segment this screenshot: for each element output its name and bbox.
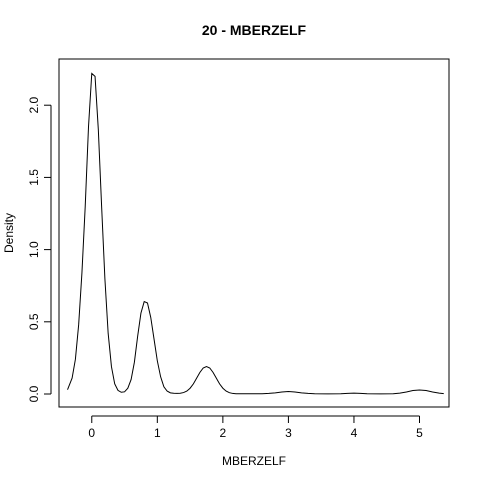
- x-tick-label: 2: [220, 426, 227, 440]
- y-tick-label: 1.0: [27, 241, 41, 258]
- x-tick-label: 3: [285, 426, 292, 440]
- x-tick-label: 0: [88, 426, 95, 440]
- x-axis-label: MBERZELF: [222, 454, 286, 468]
- x-axis: 0 1 2 3 4 5: [88, 415, 423, 440]
- x-tick-label: 4: [351, 426, 358, 440]
- x-tick-label: 1: [154, 426, 161, 440]
- y-tick-label: 0.5: [27, 313, 41, 330]
- y-axis-label: Density: [2, 213, 16, 253]
- y-axis: 0.0 0.5 1.0 1.5 2.0: [27, 97, 52, 402]
- y-tick-label: 0.0: [27, 385, 41, 402]
- chart-title: 20 - MBERZELF: [202, 22, 307, 38]
- x-tick-label: 5: [416, 426, 423, 440]
- y-tick-label: 2.0: [27, 97, 41, 114]
- density-series-line: [67, 72, 444, 395]
- y-tick-label: 1.5: [27, 169, 41, 186]
- plot-box: [58, 58, 450, 408]
